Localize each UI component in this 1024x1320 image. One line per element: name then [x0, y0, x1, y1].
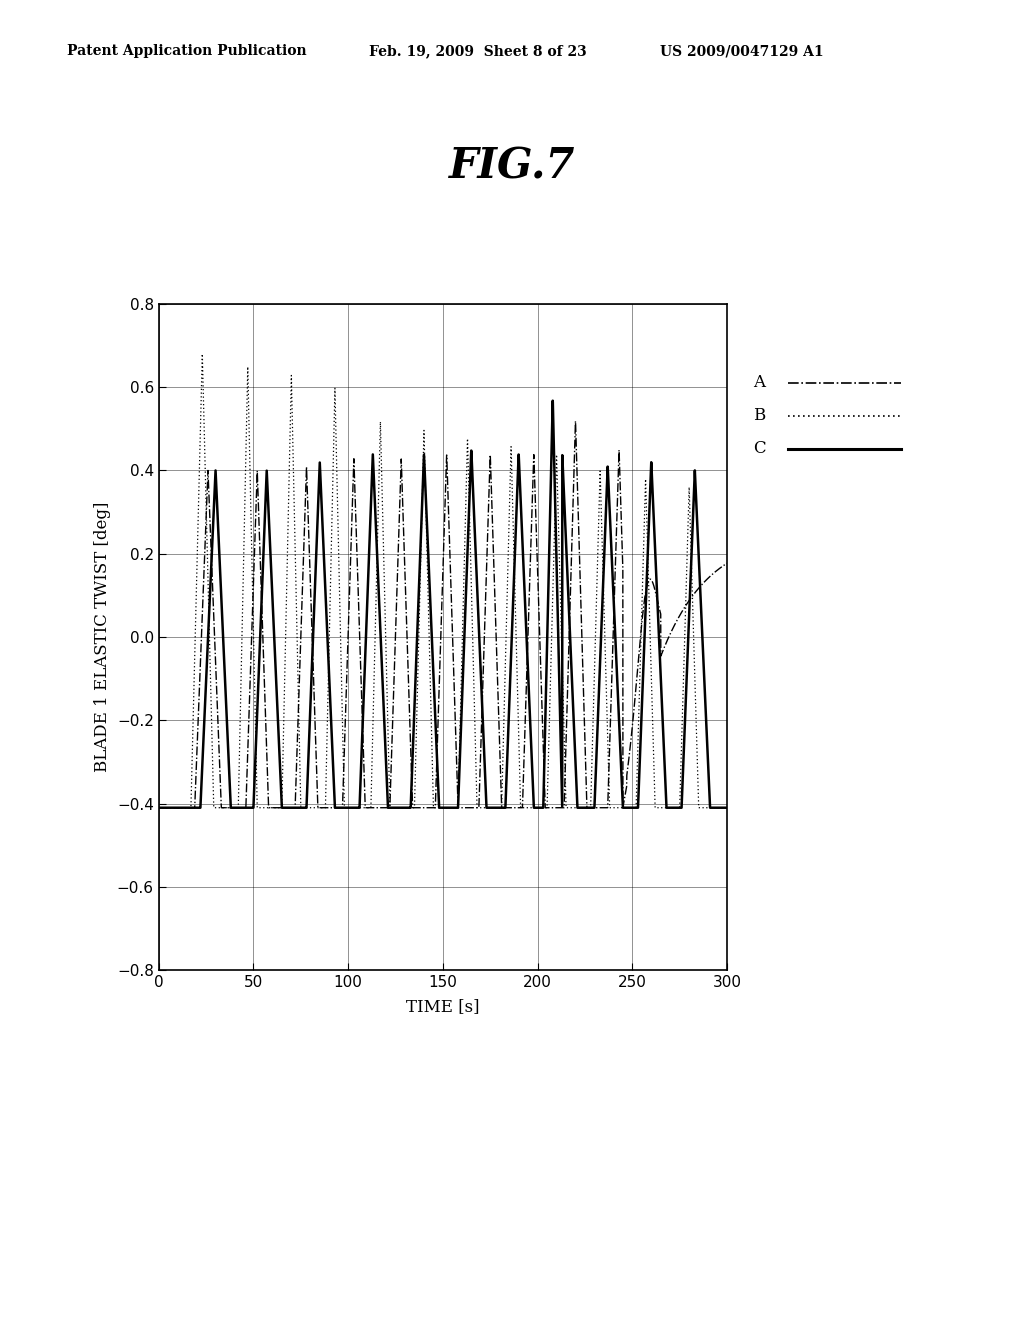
Text: FIG.7: FIG.7 [449, 145, 575, 187]
Text: US 2009/0047129 A1: US 2009/0047129 A1 [660, 45, 824, 58]
Text: Feb. 19, 2009  Sheet 8 of 23: Feb. 19, 2009 Sheet 8 of 23 [369, 45, 587, 58]
Text: B: B [753, 408, 765, 424]
Text: Patent Application Publication: Patent Application Publication [67, 45, 306, 58]
Y-axis label: BLADE 1 ELASTIC TWIST [deg]: BLADE 1 ELASTIC TWIST [deg] [94, 502, 112, 772]
Text: A: A [753, 375, 765, 391]
X-axis label: TIME [s]: TIME [s] [407, 998, 479, 1015]
Text: C: C [753, 441, 765, 457]
